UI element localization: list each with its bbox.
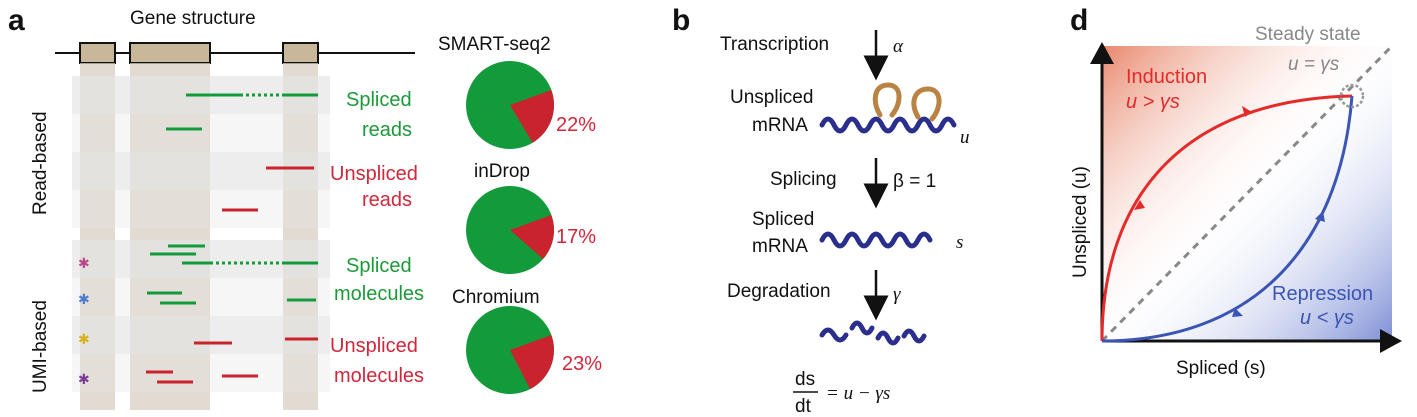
panel-d-letter: d — [1070, 4, 1088, 37]
x-axis-arrow-icon — [1380, 329, 1402, 353]
group-label-umi: UMI-based — [30, 300, 51, 393]
panel-b-letter: b — [672, 4, 690, 37]
panel-b: b Transcription α Unspliced mRNA u Splic… — [672, 4, 970, 417]
step-transcription: Transcription — [720, 34, 829, 55]
pie-percent-indrop: 17% — [556, 226, 596, 248]
pie-slice-unspliced — [510, 334, 554, 390]
exon-2 — [129, 42, 211, 64]
label-spliced-molecules-2: molecules — [334, 283, 424, 305]
umi-star-icon: ✱ — [78, 256, 90, 272]
pie-platform-smartseq2: SMART-seq2 — [438, 34, 551, 55]
group-label-read: Read-based — [30, 111, 51, 215]
label-spliced-molecules-1: Spliced — [346, 255, 412, 277]
intron-loop-icon — [911, 86, 942, 122]
panel-d: d Steady state u = γs Induction u > γs R… — [1070, 4, 1402, 379]
intron-loop-icon — [872, 82, 902, 118]
unspliced-label-2: mRNA — [752, 115, 808, 136]
pie-slice-unspliced — [510, 214, 555, 259]
panel-a: a Gene structure — [8, 4, 602, 410]
row-band — [72, 278, 330, 316]
symbol-s: s — [956, 232, 963, 253]
label-spliced-reads-2: reads — [362, 119, 412, 141]
umi-star-icon: ✱ — [78, 332, 90, 348]
pie-percent-chromium: 23% — [562, 353, 602, 375]
row-band — [72, 152, 330, 190]
umi-star-icon: ✱ — [78, 372, 90, 388]
rate-alpha: α — [893, 36, 904, 57]
exon-3 — [282, 42, 319, 64]
label-unspliced-reads-2: reads — [362, 189, 412, 211]
label-unspliced-reads-1: Unspliced — [330, 163, 418, 185]
induction-arrow-icon — [1242, 106, 1252, 117]
spliced-label-1: Spliced — [752, 209, 814, 230]
panel-a-letter: a — [8, 4, 25, 37]
exon-1 — [79, 42, 116, 64]
induction-label: Induction — [1126, 66, 1207, 88]
equation-rhs: = u − γs — [826, 383, 890, 404]
induction-arrow-icon — [1134, 200, 1145, 210]
steady-state-label: Steady state — [1255, 24, 1361, 45]
induction-curve — [1100, 94, 1353, 342]
repression-arrow-icon — [1315, 211, 1325, 222]
row-band — [72, 190, 330, 228]
gene-structure-title: Gene structure — [130, 8, 256, 29]
read-segments — [146, 93, 318, 384]
repression-curve — [1101, 95, 1354, 343]
spliced-mrna-icon — [819, 231, 933, 249]
row-band — [72, 114, 330, 152]
steady-state-equation: u = γs — [1288, 54, 1340, 75]
label-unspliced-molecules-2: molecules — [334, 365, 424, 387]
repression-condition: u < γs — [1300, 307, 1354, 329]
step-degradation: Degradation — [727, 281, 831, 302]
pie-chart-smartseq2 — [466, 61, 555, 149]
repression-arrow-icon — [1232, 308, 1243, 317]
equation-denominator: dt — [795, 396, 812, 417]
label-spliced-reads-1: Spliced — [346, 89, 412, 111]
x-axis-label: Spliced (s) — [1176, 358, 1266, 379]
y-axis-arrow-icon — [1090, 42, 1114, 64]
unspliced-mrna-icon — [819, 116, 957, 134]
pie-platform-chromium: Chromium — [452, 287, 540, 308]
rate-gamma: γ — [893, 284, 901, 305]
umi-star-icon: ✱ — [78, 292, 90, 308]
row-band — [72, 316, 330, 354]
symbol-u: u — [960, 127, 970, 148]
label-unspliced-molecules-1: Unspliced — [330, 335, 418, 357]
steady-state-point — [1339, 83, 1365, 109]
induction-condition: u > γs — [1126, 91, 1180, 113]
pie-chart-indrop — [466, 186, 555, 274]
degraded-mrna-icon — [819, 320, 927, 346]
pie-slice-unspliced — [510, 89, 555, 143]
rate-beta: β = 1 — [893, 171, 936, 192]
y-axis-label: Unspliced (u) — [1070, 166, 1091, 278]
pie-chart-chromium — [466, 306, 554, 394]
unspliced-label-1: Unspliced — [730, 87, 813, 108]
step-splicing: Splicing — [770, 169, 837, 190]
pie-percent-smartseq2: 22% — [556, 114, 596, 136]
equation-numerator: ds — [795, 369, 815, 390]
pie-platform-indrop: inDrop — [474, 161, 530, 182]
row-band — [72, 354, 330, 392]
repression-label: Repression — [1272, 283, 1373, 305]
spliced-label-2: mRNA — [752, 236, 808, 257]
